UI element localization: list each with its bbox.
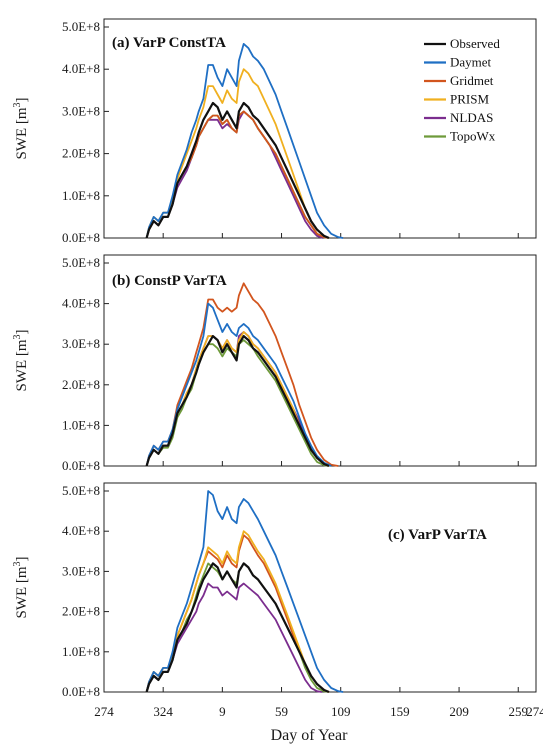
series-line-gridmet bbox=[145, 282, 339, 467]
x-tick-label: 274 bbox=[526, 704, 543, 719]
chart-panel-3: 0.0E+8 1.0E+8 2.0E+8 3.0E+8 4.0E+8 5.0E+8 274 3… bbox=[12, 482, 543, 719]
x-tick-label: 9 bbox=[219, 704, 226, 719]
chart-panel-1: 0.0E+8 1.0E+8 2.0E+8 3.0E+8 4.0E+8 5.0E+8 SWE … bbox=[12, 18, 537, 245]
series-line-observed bbox=[145, 335, 330, 468]
x-tick-label: 159 bbox=[390, 704, 410, 719]
plot-frame bbox=[103, 18, 537, 239]
legend: Observed Daymet Gridmet PRISM NLDAS TopoWx bbox=[424, 36, 500, 144]
series-line-daymet bbox=[145, 43, 344, 239]
y-axis-label: SWE [m3] bbox=[12, 97, 30, 159]
y-tick-label: 5.0E+8 bbox=[62, 19, 100, 34]
panel-title: (b) ConstP VarTA bbox=[112, 273, 227, 289]
y-tick-label: 4.0E+8 bbox=[62, 296, 100, 311]
series-line-daymet bbox=[145, 302, 332, 467]
y-tick-label: 5.0E+8 bbox=[62, 255, 100, 270]
y-tick-label: 0.0E+8 bbox=[62, 684, 100, 699]
y-tick-label: 1.0E+8 bbox=[62, 417, 100, 432]
legend-label-topowx: TopoWx bbox=[450, 129, 496, 144]
series-line-observed bbox=[145, 101, 330, 240]
panels-group: 0.0E+8 1.0E+8 2.0E+8 3.0E+8 4.0E+8 5.0E+8 SWE … bbox=[12, 18, 543, 719]
panel-title: (a) VarP ConstTA bbox=[112, 35, 226, 51]
plot-frame bbox=[103, 482, 537, 693]
y-tick-label: 3.0E+8 bbox=[62, 563, 100, 578]
plot-frame bbox=[103, 254, 537, 467]
x-tick-label: 59 bbox=[275, 704, 288, 719]
x-tick-label: 274 bbox=[94, 704, 114, 719]
series-line-gridmet bbox=[145, 110, 330, 239]
x-tick-label: 259 bbox=[508, 704, 528, 719]
legend-label-prism: PRISM bbox=[450, 92, 489, 107]
y-tick-label: 0.0E+8 bbox=[62, 230, 100, 245]
chart-panel-2: 0.0E+8 1.0E+8 2.0E+8 3.0E+8 4.0E+8 5.0E+8 SWE … bbox=[12, 254, 537, 473]
y-tick-label: 2.0E+8 bbox=[62, 377, 100, 392]
y-tick-label: 4.0E+8 bbox=[62, 61, 100, 76]
x-tick-label: 324 bbox=[153, 704, 173, 719]
legend-label-nldas: NLDAS bbox=[450, 110, 493, 125]
y-tick-label: 0.0E+8 bbox=[62, 458, 100, 473]
x-tick-label: 209 bbox=[449, 704, 469, 719]
x-axis-label: Day of Year bbox=[271, 727, 349, 744]
series-line-daymet bbox=[145, 490, 344, 693]
y-tick-label: 4.0E+8 bbox=[62, 523, 100, 538]
x-tick-label: 109 bbox=[331, 704, 351, 719]
legend-label-daymet: Daymet bbox=[450, 55, 492, 70]
y-axis-label: SWE [m3] bbox=[12, 329, 30, 391]
legend-label-gridmet: Gridmet bbox=[450, 73, 494, 88]
y-tick-label: 2.0E+8 bbox=[62, 146, 100, 161]
panel-title: (c) VarP VarTA bbox=[388, 527, 487, 543]
y-tick-label: 3.0E+8 bbox=[62, 336, 100, 351]
legend-label-observed: Observed bbox=[450, 36, 500, 51]
y-tick-label: 3.0E+8 bbox=[62, 103, 100, 118]
y-tick-label: 5.0E+8 bbox=[62, 483, 100, 498]
y-axis-label: SWE [m3] bbox=[12, 556, 30, 618]
series-line-prism bbox=[145, 530, 330, 693]
y-tick-label: 2.0E+8 bbox=[62, 604, 100, 619]
y-tick-label: 1.0E+8 bbox=[62, 644, 100, 659]
series-line-observed bbox=[145, 562, 330, 694]
y-tick-label: 1.0E+8 bbox=[62, 188, 100, 203]
